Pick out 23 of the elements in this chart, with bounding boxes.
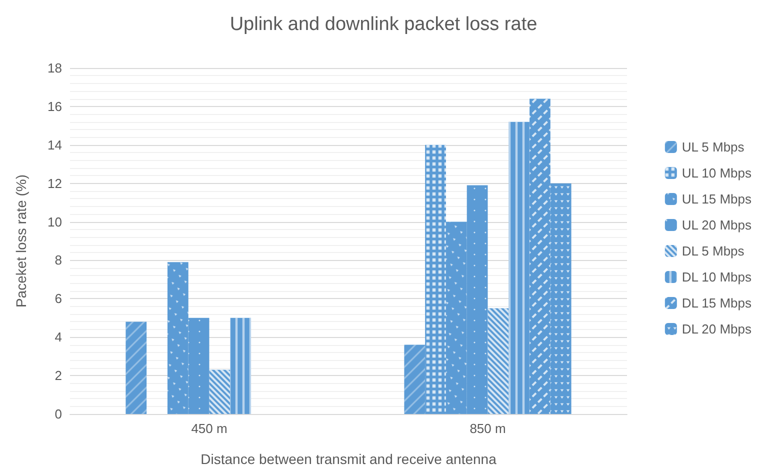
- y-tick-label: 0: [54, 406, 62, 422]
- y-tick-label: 12: [48, 176, 62, 191]
- y-tick-label: 14: [48, 137, 62, 152]
- x-tick-label: 850 m: [470, 421, 506, 436]
- y-tick-label: 18: [48, 60, 62, 76]
- y-axis-title: Paceket loss rate (%): [13, 174, 29, 308]
- chart-title: Uplink and downlink packet loss rate: [230, 14, 538, 35]
- legend-label: UL 20 Mbps: [682, 218, 752, 232]
- y-tick-label: 16: [48, 98, 62, 114]
- legend-label: DL 15 Mbps: [682, 296, 752, 310]
- legend-label: DL 20 Mbps: [682, 322, 752, 336]
- x-axis-title: Distance between transmit and receive antenna: [200, 451, 497, 467]
- legend-label: UL 5 Mbps: [682, 140, 745, 154]
- y-tick-label: 4: [54, 330, 62, 345]
- legend-label: DL 10 Mbps: [682, 270, 752, 284]
- y-tick-label: 10: [48, 214, 62, 230]
- y-tick-label: 2: [54, 368, 62, 384]
- y-tick-label: 6: [54, 291, 62, 306]
- y-tick-label: 8: [54, 252, 62, 268]
- legend-label: UL 10 Mbps: [682, 166, 752, 180]
- legend-label: DL 5 Mbps: [682, 244, 745, 258]
- x-tick-label: 450 m: [191, 421, 228, 436]
- legend-label: UL 15 Mbps: [682, 192, 752, 206]
